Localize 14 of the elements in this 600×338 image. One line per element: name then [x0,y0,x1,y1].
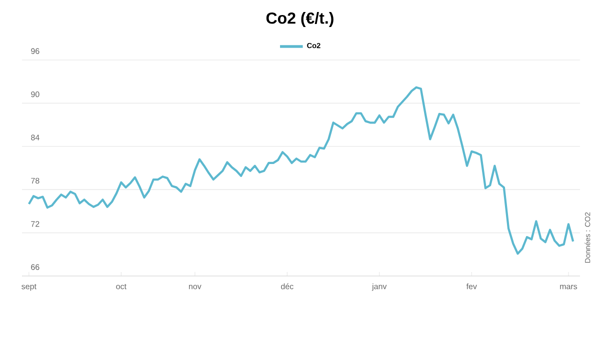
y-tick-label: 96 [31,48,40,54]
y-tick-label: 66 [31,264,40,270]
x-tick-label: déc [281,283,294,290]
x-tick-label: fev [466,283,477,290]
x-tick-label: sept [22,284,36,291]
y-tick-label: 72 [31,221,40,227]
x-tick-label: nov [189,284,202,290]
y-tick-label: 90 [31,91,40,98]
y-tick-label: 84 [31,134,40,140]
x-tick-label: janv [372,283,387,291]
x-tick-label: oct [116,284,126,290]
chart-title: Co2 (€/t.) [266,12,334,27]
x-tick-label: mars [560,284,578,290]
y-tick-label: 78 [31,178,40,184]
